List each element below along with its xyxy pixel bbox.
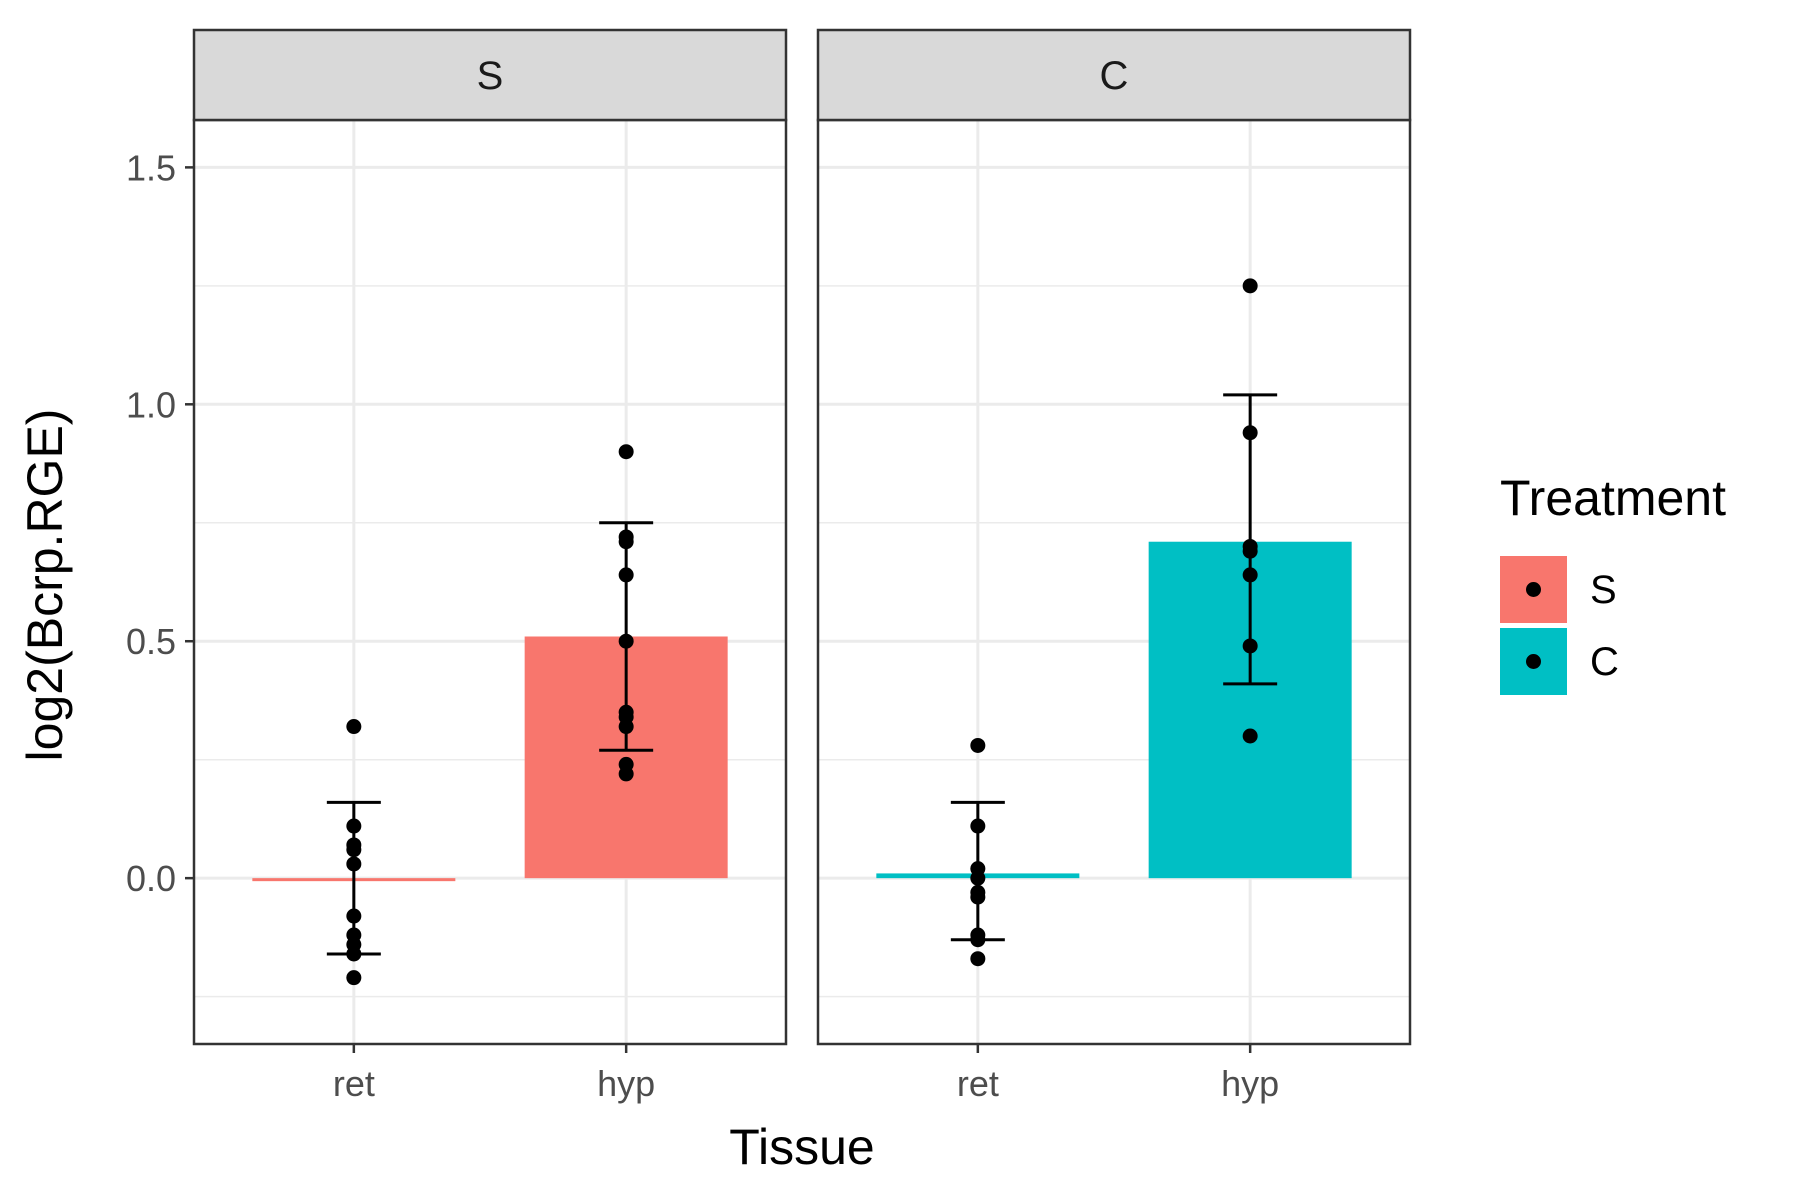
x-tick-label: ret — [957, 1063, 999, 1104]
legend-label-S: S — [1590, 568, 1617, 612]
data-point — [346, 946, 362, 962]
x-tick-label: hyp — [1221, 1063, 1279, 1104]
data-point — [618, 567, 634, 583]
data-point — [618, 633, 634, 649]
y-axis: 0.0 0.5 1.0 1.5 — [126, 147, 194, 899]
y-axis-title: log2(Bcrp.RGE) — [17, 409, 73, 762]
data-point — [970, 951, 986, 967]
data-point — [346, 856, 362, 872]
strip-label: S — [477, 54, 504, 98]
data-point — [1242, 567, 1258, 583]
legend: Treatment SC — [1500, 470, 1726, 695]
legend-title: Treatment — [1500, 470, 1726, 526]
data-point — [346, 719, 362, 735]
data-point — [1242, 425, 1258, 441]
data-point — [618, 766, 634, 782]
data-point — [1242, 728, 1258, 744]
y-tick-label: 0.5 — [126, 621, 176, 662]
data-point — [970, 889, 986, 905]
y-tick-label: 0.0 — [126, 858, 176, 899]
strip-label: C — [1100, 54, 1129, 98]
data-point — [618, 444, 634, 460]
x-tick-label: ret — [333, 1063, 375, 1104]
legend-label-C: C — [1590, 640, 1619, 684]
data-point — [970, 870, 986, 886]
strip-background — [816, 28, 1412, 122]
x-tick-label: hyp — [597, 1063, 655, 1104]
x-axis-title: Tissue — [729, 1119, 874, 1175]
y-tick-label: 1.0 — [126, 384, 176, 425]
strip-background — [192, 28, 788, 122]
legend-key-point — [1526, 582, 1541, 597]
data-point — [1242, 278, 1258, 294]
data-point — [618, 534, 634, 550]
y-tick-label: 1.5 — [126, 147, 176, 188]
data-point — [618, 719, 634, 735]
data-point — [346, 818, 362, 834]
data-point — [970, 932, 986, 948]
data-point — [1242, 543, 1258, 559]
data-point — [346, 970, 362, 986]
panel-background — [194, 120, 786, 1044]
data-point — [346, 908, 362, 924]
data-point — [346, 842, 362, 858]
legend-key-point — [1526, 654, 1541, 669]
data-point — [970, 737, 986, 753]
data-point — [970, 818, 986, 834]
data-point — [1242, 638, 1258, 654]
